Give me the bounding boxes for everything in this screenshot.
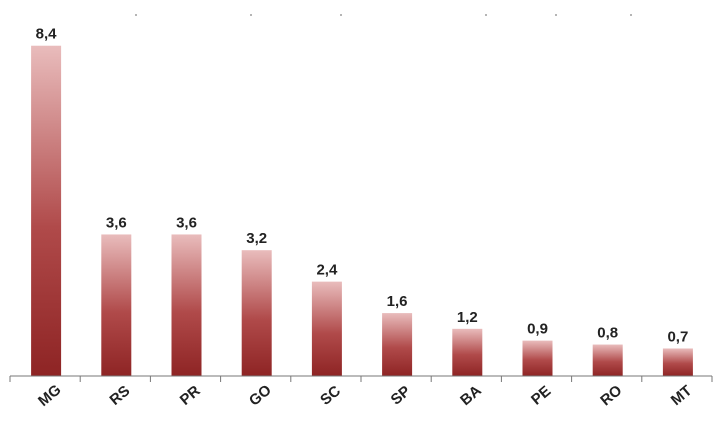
bar-value-label: 0,8 (597, 325, 618, 342)
bar-value-label: 3,2 (246, 230, 267, 247)
bar-value-label: 2,4 (316, 262, 338, 279)
top-dot (340, 14, 342, 16)
category-label-sp: SP (388, 383, 414, 409)
bar-mt (662, 348, 693, 376)
top-dot (630, 14, 632, 16)
top-dot (250, 14, 252, 16)
bar-sp (382, 313, 413, 376)
bar-rs (101, 234, 132, 376)
category-label-pe: PE (528, 383, 554, 409)
bar-mg (31, 45, 62, 377)
bar-value-label: 1,2 (457, 309, 478, 326)
value-labels-group: 8,4 3,6 3,6 3,2 2,4 1,6 1,2 0,9 0,8 0,7 (36, 26, 689, 346)
bar-value-label: 1,6 (387, 293, 408, 310)
bars-group (31, 45, 693, 377)
bar-value-label: 8,4 (36, 26, 58, 43)
bar-ba (452, 328, 483, 376)
bar-value-label: 0,7 (667, 328, 688, 345)
x-axis-ticks (9, 376, 713, 382)
bar-go (241, 250, 272, 376)
bar-value-label: 0,9 (527, 321, 548, 338)
bar-sc (311, 281, 342, 376)
category-label-mg: MG (35, 381, 64, 410)
category-label-ba: BA (457, 382, 485, 409)
category-label-mt: MT (668, 382, 696, 409)
category-label-ro: RO (597, 382, 625, 410)
category-label-go: GO (246, 381, 275, 409)
category-label-rs: RS (107, 382, 134, 408)
top-dot (555, 14, 557, 16)
bar-value-label: 3,6 (106, 214, 127, 231)
category-label-pr: PR (177, 382, 204, 409)
top-dot (485, 14, 487, 16)
top-dot (135, 14, 137, 16)
x-axis-labels: MG RS PR GO SC SP BA PE RO MT (35, 381, 695, 410)
bar-pr (171, 234, 202, 376)
bar-pe (522, 340, 553, 376)
top-border-dots (135, 14, 632, 16)
category-label-sc: SC (317, 382, 344, 409)
bar-ro (592, 344, 623, 376)
bar-value-label: 3,6 (176, 214, 197, 231)
